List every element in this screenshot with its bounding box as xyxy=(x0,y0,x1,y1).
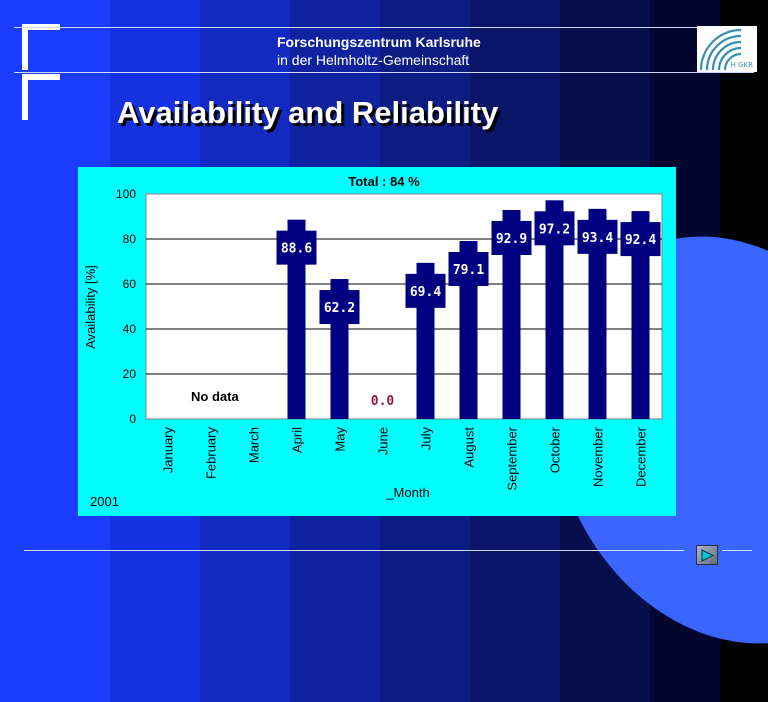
data-label-box xyxy=(577,219,618,254)
x-tick-label: April xyxy=(290,427,305,453)
x-tick-label: January xyxy=(161,427,176,474)
availability-chart: Total : 84 % 0 20 40 60 80 100 88.6 62.2 0.0 69.… xyxy=(83,174,663,509)
y-tick-label: 20 xyxy=(123,367,137,381)
data-label-box xyxy=(534,211,575,246)
slide-title: Availability and Reliability xyxy=(117,95,499,130)
footer-rule-right xyxy=(722,550,752,551)
header-rule-top xyxy=(14,27,754,28)
footer-rule xyxy=(24,550,684,551)
logo-arcs-icon xyxy=(699,28,742,71)
bar xyxy=(631,211,650,419)
chart-title: Total : 84 % xyxy=(348,174,420,189)
x-tick-label: May xyxy=(333,427,348,452)
organization-subtitle: in der Helmholtz-Gemeinschaft xyxy=(277,52,470,68)
no-data-label: No data xyxy=(191,389,239,404)
x-tick-label: June xyxy=(376,427,391,455)
data-label-box xyxy=(491,220,532,255)
y-tick-label: 0 xyxy=(129,412,136,426)
data-label-box xyxy=(620,222,661,257)
organization-name: Forschungszentrum Karlsruhe xyxy=(277,34,481,50)
corner-ornament xyxy=(22,24,28,70)
chart-panel: Total : 84 % 0 20 40 60 80 100 88.6 62.2 0.0 69.… xyxy=(78,167,676,516)
organization-header: Forschungszentrum Karlsruhe in der Helmh… xyxy=(277,33,481,69)
x-tick-label: November xyxy=(591,426,606,487)
plot-area xyxy=(145,193,663,420)
data-label: 93.4 xyxy=(582,231,613,246)
data-label-box xyxy=(319,290,360,325)
bar xyxy=(588,208,607,419)
x-axis-label: _Month xyxy=(385,485,429,500)
data-label-box xyxy=(405,273,446,308)
x-tick-label: December xyxy=(634,426,649,487)
data-label: 97.2 xyxy=(539,222,570,237)
data-label: 92.9 xyxy=(496,232,527,247)
year-label: 2001 xyxy=(90,494,119,509)
data-label: 79.1 xyxy=(453,263,484,278)
y-axis-label: Availability [%] xyxy=(83,265,98,349)
x-tick-label: February xyxy=(204,427,219,480)
y-tick-label: 40 xyxy=(123,322,137,336)
data-label: 69.4 xyxy=(410,285,441,300)
data-label: 92.4 xyxy=(625,233,656,248)
bar xyxy=(545,200,564,419)
next-slide-button[interactable] xyxy=(696,545,718,565)
y-tick-label: 100 xyxy=(116,187,136,201)
x-tick-label: August xyxy=(462,427,477,468)
data-label-box xyxy=(448,252,489,287)
x-tick-label: October xyxy=(548,426,563,473)
header-rule-bottom xyxy=(14,72,754,73)
x-tick-label: September xyxy=(505,426,520,490)
y-tick-label: 80 xyxy=(123,232,137,246)
data-label: 62.2 xyxy=(324,301,355,316)
x-tick-label: July xyxy=(419,427,434,451)
corner-ornament xyxy=(22,74,60,80)
data-label: 0.0 xyxy=(371,394,395,409)
logo-text: H GKR xyxy=(730,61,753,69)
bar xyxy=(502,209,521,419)
y-tick-label: 60 xyxy=(123,277,137,291)
x-tick-label: March xyxy=(247,427,262,463)
corner-ornament xyxy=(22,74,28,120)
play-arrow-icon xyxy=(701,549,714,562)
bar xyxy=(287,219,306,419)
data-label: 88.6 xyxy=(281,242,312,257)
data-label-box xyxy=(276,230,317,265)
organization-logo: H GKR xyxy=(697,26,757,72)
